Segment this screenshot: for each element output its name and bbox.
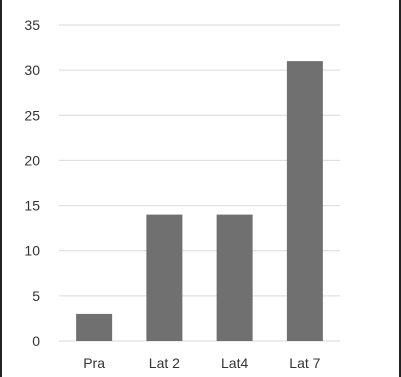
x-axis-category-labels: Pra Lat 2 Lat4 Lat 7 <box>83 355 320 371</box>
y-tick-label: 10 <box>24 243 40 259</box>
bars <box>76 61 323 341</box>
y-tick-label: 25 <box>24 107 40 123</box>
x-category-label: Lat 7 <box>289 355 320 371</box>
x-category-label: Lat 2 <box>149 355 180 371</box>
y-tick-label: 0 <box>32 333 40 349</box>
y-axis-tick-labels: 0 5 10 15 20 25 30 35 <box>24 17 40 349</box>
bar-lat-2 <box>146 214 183 341</box>
y-tick-label: 30 <box>24 62 40 78</box>
gridlines <box>59 24 340 342</box>
x-category-label: Lat4 <box>221 355 248 371</box>
bar-lat-7 <box>286 61 323 341</box>
y-tick-label: 15 <box>24 198 40 214</box>
y-tick-label: 35 <box>24 17 40 33</box>
y-tick-label: 5 <box>32 288 40 304</box>
bar-lat4 <box>216 214 253 341</box>
x-category-label: Pra <box>83 355 105 371</box>
y-tick-label: 20 <box>24 152 40 168</box>
bar-pra <box>76 313 113 341</box>
